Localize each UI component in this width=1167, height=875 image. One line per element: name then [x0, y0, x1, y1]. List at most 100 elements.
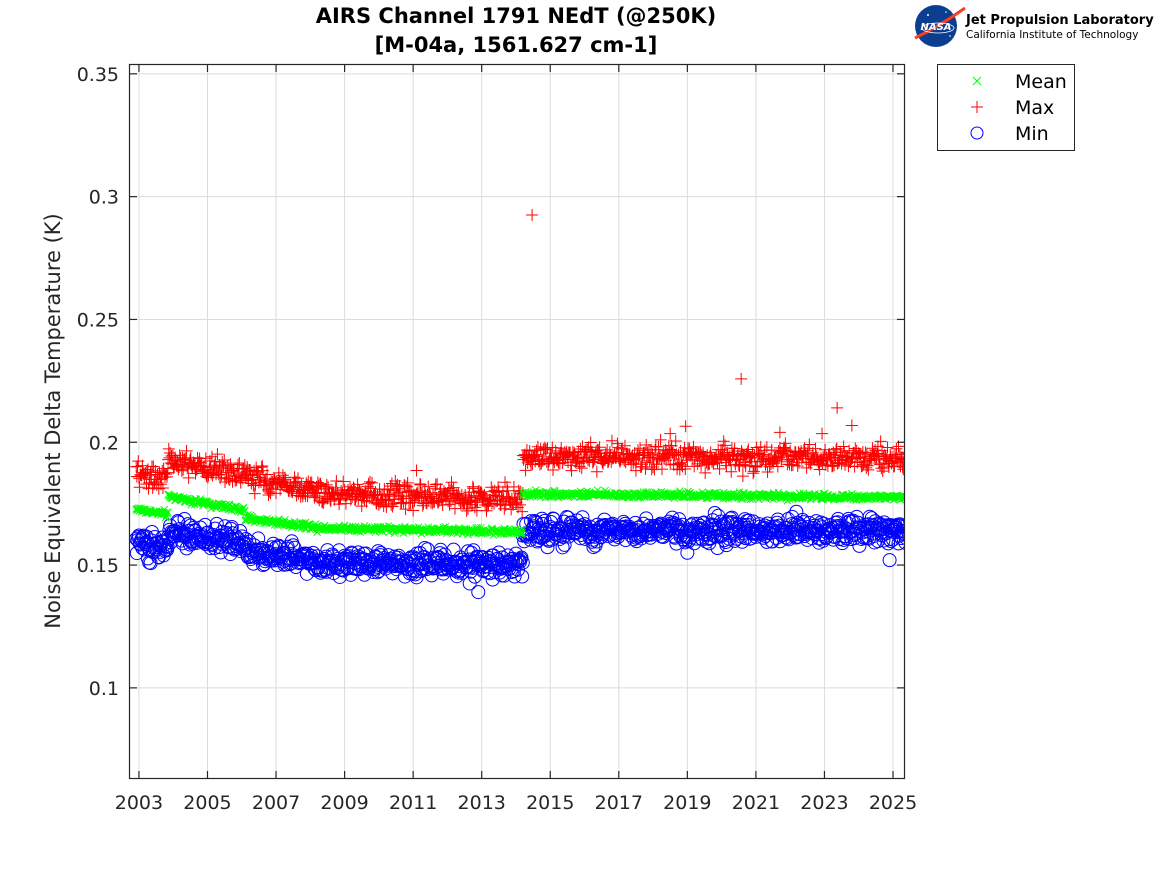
min-point — [160, 540, 175, 555]
series-min — [129, 504, 905, 600]
max-point — [676, 460, 689, 473]
max-point — [743, 450, 756, 463]
max-point — [247, 479, 260, 492]
max-point — [664, 427, 677, 440]
max-point — [398, 480, 411, 493]
max-point — [900, 453, 905, 455]
max-point — [687, 440, 700, 453]
max-point — [549, 444, 562, 457]
max-point — [399, 503, 412, 516]
min-point — [899, 531, 905, 545]
max-point — [460, 504, 473, 517]
min-point — [589, 534, 604, 549]
max-point — [241, 461, 254, 474]
min-point — [462, 576, 477, 591]
max-point — [747, 467, 760, 480]
max-point — [679, 463, 692, 476]
max-point — [466, 480, 479, 493]
max-point — [752, 447, 765, 460]
max-point — [337, 475, 350, 488]
max-point — [314, 477, 327, 490]
max-point — [669, 435, 682, 448]
max-point — [274, 483, 287, 496]
max-point — [688, 460, 701, 473]
max-point — [802, 444, 814, 457]
max-point — [655, 463, 668, 476]
max-point — [728, 442, 741, 455]
y-axis-label: Noise Equivalent Delta Temperature (K) — [41, 213, 65, 629]
mean-point — [160, 505, 169, 514]
max-point — [143, 476, 156, 489]
max-point — [256, 459, 269, 472]
chart-title-line1: AIRS Channel 1791 NEdT (@250K) — [316, 4, 717, 28]
y-tick-label: 0.15 — [77, 555, 119, 577]
max-point — [205, 450, 218, 463]
min-point — [466, 543, 481, 558]
max-point — [710, 453, 723, 466]
x-tick-label: 2015 — [526, 792, 574, 814]
max-point — [673, 457, 686, 470]
max-point — [783, 458, 796, 471]
nasa-meatball-icon: NASA — [914, 5, 966, 47]
legend-label-mean: Mean — [1015, 71, 1067, 93]
max-point — [551, 454, 564, 467]
max-point — [669, 449, 682, 462]
max-point — [654, 433, 667, 446]
max-point — [333, 498, 346, 511]
max-point — [363, 475, 376, 488]
min-point — [680, 545, 695, 560]
max-point — [845, 453, 858, 466]
max-point — [791, 459, 804, 472]
max-point — [133, 481, 146, 494]
max-point — [625, 450, 638, 463]
max-point — [593, 441, 606, 454]
max-point — [845, 419, 858, 432]
max-point — [441, 487, 454, 500]
max-point — [167, 462, 180, 475]
max-point — [679, 420, 692, 433]
jpl-logo: NASA Jet Propulsion Laboratory Californi… — [914, 5, 1154, 47]
max-point — [475, 486, 488, 499]
max-point — [875, 462, 888, 475]
max-point — [322, 480, 335, 493]
min-point — [896, 519, 905, 534]
max-point — [227, 465, 240, 478]
max-point — [180, 444, 193, 457]
max-point — [803, 438, 816, 451]
max-point — [218, 453, 231, 466]
max-point — [515, 493, 528, 506]
min-point — [899, 523, 905, 537]
max-point — [501, 484, 514, 497]
max-point — [409, 489, 422, 502]
min-point — [707, 505, 722, 520]
x-tick-label: 2021 — [732, 792, 780, 814]
plot-markers — [129, 209, 905, 600]
legend-label-min: Min — [1015, 123, 1049, 145]
max-point — [871, 447, 884, 460]
series-max — [130, 209, 905, 518]
max-point — [640, 438, 653, 451]
min-point — [735, 534, 750, 549]
series-mean — [132, 486, 905, 539]
max-point — [778, 442, 791, 455]
max-point — [171, 455, 184, 468]
max-point — [556, 456, 569, 469]
max-point — [741, 445, 754, 458]
max-point — [760, 441, 773, 454]
max-point — [398, 478, 411, 491]
max-point — [447, 481, 460, 494]
max-point — [366, 476, 379, 489]
max-point — [407, 504, 420, 517]
min-point — [507, 569, 522, 584]
x-tick-label: 2009 — [320, 792, 368, 814]
max-point — [895, 453, 905, 466]
mean-point — [259, 519, 268, 527]
max-point — [652, 440, 665, 453]
max-point — [601, 443, 614, 456]
min-point — [540, 540, 555, 555]
max-point — [899, 446, 905, 459]
max-point — [362, 477, 375, 490]
max-point — [695, 459, 708, 472]
max-point — [262, 489, 275, 502]
max-point — [505, 503, 518, 516]
